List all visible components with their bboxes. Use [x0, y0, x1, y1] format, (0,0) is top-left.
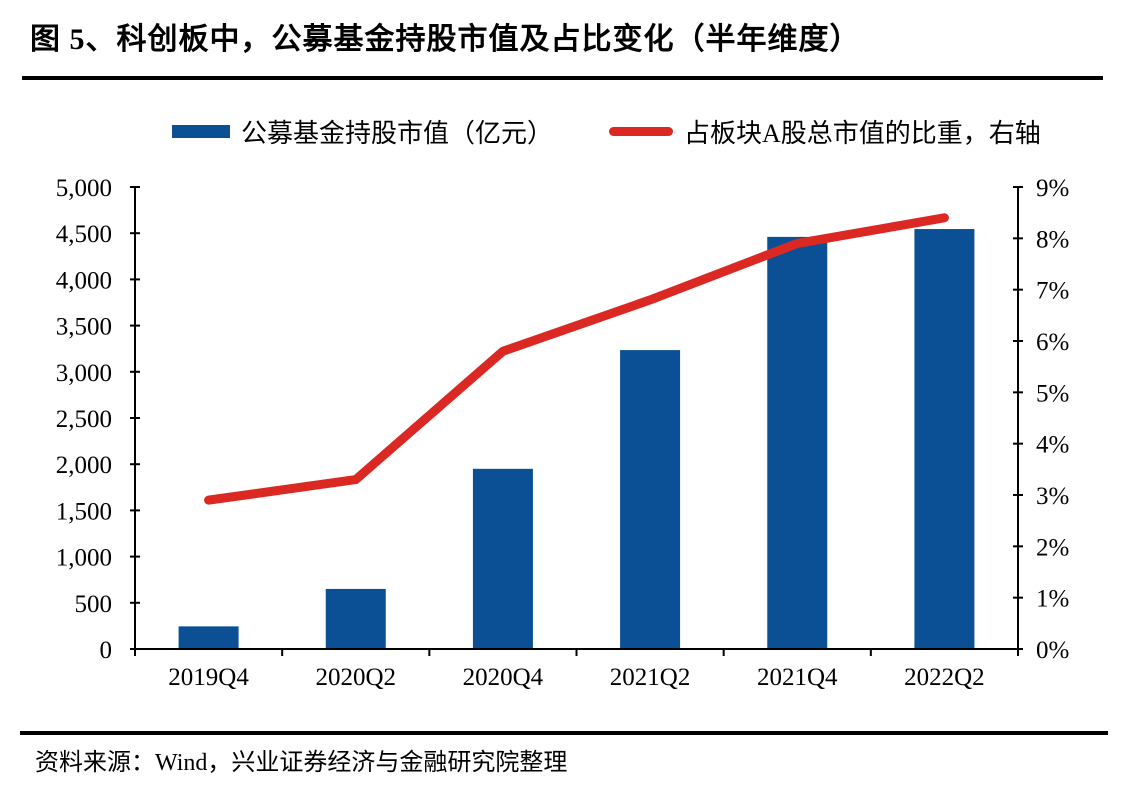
- svg-text:8%: 8%: [1036, 226, 1069, 253]
- svg-text:1,500: 1,500: [56, 498, 112, 525]
- line-series: [204, 213, 949, 505]
- chart-legend: 公募基金持股市值（亿元） 占板块A股总市值的比重，右轴: [172, 113, 1041, 150]
- combo-chart: 5,000 4,500 4,000 3,500 3,000 2,500 2,000 1,500…: [56, 175, 1070, 691]
- bar-2020Q2: [325, 588, 386, 649]
- bar-2021Q2: [620, 350, 681, 649]
- svg-text:0: 0: [100, 637, 113, 664]
- svg-text:0%: 0%: [1036, 637, 1069, 664]
- svg-text:4,500: 4,500: [56, 221, 112, 248]
- svg-text:6%: 6%: [1036, 329, 1069, 356]
- svg-text:2021Q2: 2021Q2: [610, 664, 691, 691]
- svg-text:2022Q2: 2022Q2: [904, 664, 985, 691]
- svg-text:5%: 5%: [1036, 380, 1069, 407]
- bar-2020Q4: [472, 468, 533, 649]
- svg-text:3,000: 3,000: [56, 360, 112, 387]
- right-axis-labels: 9% 8% 7% 6% 5% 4% 3% 2% 1% 0%: [1036, 175, 1069, 664]
- svg-text:3,500: 3,500: [56, 314, 112, 341]
- svg-text:7%: 7%: [1036, 278, 1069, 305]
- figure-title: 图 5、科创板中，公募基金持股市值及占比变化（半年维度）: [30, 23, 861, 56]
- title-divider: [22, 76, 1103, 80]
- svg-text:4,000: 4,000: [56, 267, 112, 294]
- svg-text:4%: 4%: [1036, 432, 1069, 459]
- x-axis-labels: 2019Q4 2020Q2 2020Q4 2021Q2 2021Q4 2022Q2: [168, 664, 984, 691]
- svg-text:2019Q4: 2019Q4: [168, 664, 249, 691]
- left-axis-labels: 5,000 4,500 4,000 3,500 3,000 2,500 2,000 1,500…: [56, 175, 112, 664]
- bar-legend-swatch: [172, 125, 230, 138]
- bar-2021Q4: [767, 236, 828, 649]
- line-legend-label: 占板块A股总市值的比重，右轴: [684, 119, 1041, 148]
- svg-text:2%: 2%: [1036, 534, 1069, 561]
- bar-2019Q4: [178, 626, 239, 649]
- source-divider: [20, 731, 1108, 735]
- chart-container: 5,000 4,500 4,000 3,500 3,000 2,500 2,000 1,500…: [0, 85, 1126, 715]
- bar-legend-label: 公募基金持股市值（亿元）: [241, 119, 554, 148]
- bar-series: [178, 229, 975, 650]
- svg-text:2020Q4: 2020Q4: [463, 664, 544, 691]
- svg-text:2,500: 2,500: [56, 406, 112, 433]
- line-legend-swatch: [609, 127, 674, 136]
- bar-2022Q2: [914, 229, 975, 650]
- source-note: 资料来源：Wind，兴业证券经济与金融研究院整理: [35, 750, 568, 776]
- svg-text:500: 500: [75, 591, 113, 618]
- svg-text:2,000: 2,000: [56, 452, 112, 479]
- svg-text:9%: 9%: [1036, 175, 1069, 202]
- svg-text:2021Q4: 2021Q4: [757, 664, 838, 691]
- svg-text:2020Q2: 2020Q2: [315, 664, 396, 691]
- chart-axes: [130, 186, 1023, 656]
- svg-text:1,000: 1,000: [56, 545, 112, 572]
- svg-text:5,000: 5,000: [56, 175, 112, 202]
- legend-item-line: 占板块A股总市值的比重，右轴: [609, 113, 1041, 150]
- legend-item-bar: 公募基金持股市值（亿元）: [172, 113, 553, 150]
- svg-text:3%: 3%: [1036, 483, 1069, 510]
- svg-text:1%: 1%: [1036, 586, 1069, 613]
